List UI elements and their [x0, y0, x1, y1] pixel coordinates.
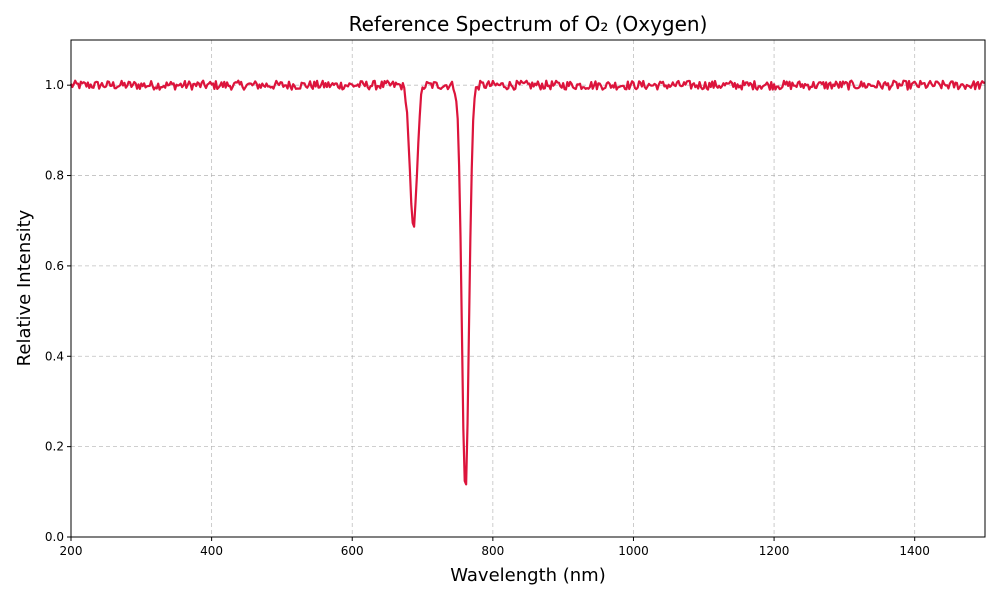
grid	[71, 40, 985, 537]
x-tick-label: 200	[60, 544, 83, 558]
x-tick-label: 1000	[618, 544, 649, 558]
x-axis-ticks: 200 400 600 800 1000 1200 1400	[60, 537, 930, 558]
y-tick-label: 0.2	[45, 440, 64, 454]
plot-frame	[70, 39, 986, 538]
spectrum-line	[69, 79, 986, 486]
x-tick-label: 400	[200, 544, 223, 558]
chart-title: Reference Spectrum of O₂ (Oxygen)	[349, 12, 708, 36]
x-axis-label: Wavelength (nm)	[450, 565, 606, 586]
x-tick-label: 800	[481, 544, 504, 558]
y-tick-label: 1.0	[45, 78, 64, 92]
x-tick-label: 1200	[759, 544, 790, 558]
y-tick-label: 0.6	[45, 259, 64, 273]
y-tick-label: 0.8	[45, 169, 64, 183]
y-axis-ticks: 0.0 0.2 0.4 0.6 0.8 1.0	[45, 78, 71, 544]
x-tick-label: 600	[341, 544, 364, 558]
y-tick-label: 0.4	[45, 349, 64, 363]
x-tick-label: 1400	[899, 544, 930, 558]
y-axis-label: Relative Intensity	[14, 209, 35, 366]
y-tick-label: 0.0	[45, 530, 64, 544]
